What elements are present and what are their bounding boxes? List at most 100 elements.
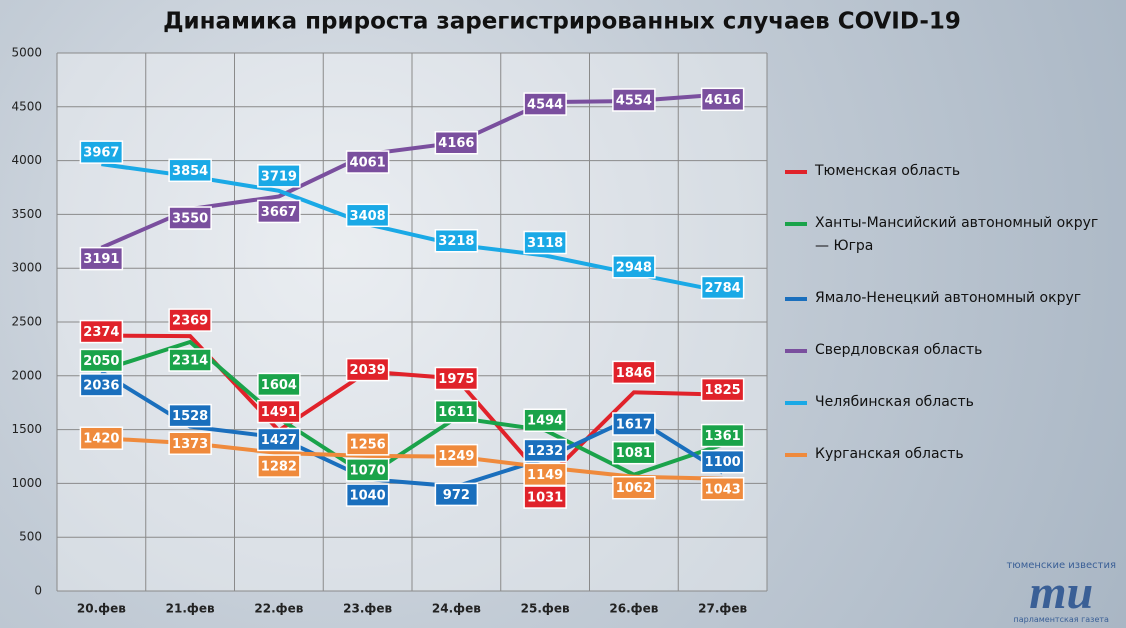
y-tick-label: 2500	[11, 315, 42, 329]
data-label: 3191	[79, 246, 124, 271]
data-label: 2948	[612, 255, 656, 279]
data-label: 1249	[434, 443, 479, 468]
data-label-text: 3408	[350, 209, 386, 224]
label-box	[257, 427, 301, 452]
data-label: 1975	[434, 366, 479, 391]
data-label-text: 1031	[527, 491, 563, 506]
legend-label: Челябинская область	[815, 394, 974, 410]
data-label-text: 1232	[527, 444, 563, 459]
label-box	[168, 348, 212, 372]
data-label-text: 4554	[616, 93, 652, 108]
legend-swatch	[785, 349, 807, 353]
label-box	[700, 477, 745, 501]
data-label: 1611	[434, 399, 479, 424]
label-box	[345, 150, 390, 174]
y-tick-label: 4500	[11, 99, 42, 113]
data-label: 4061	[345, 150, 390, 174]
label-box	[345, 357, 390, 382]
data-label-text: 2039	[350, 363, 386, 378]
data-label-text: 2948	[616, 260, 652, 275]
chart-title: Динамика прироста зарегистрированных слу…	[163, 9, 961, 35]
label-box	[700, 423, 745, 448]
label-box	[700, 87, 745, 112]
data-label: 1031	[523, 485, 567, 509]
data-label: 1427	[257, 427, 301, 452]
data-label: 3550	[168, 206, 212, 230]
legend-label: Ямало-Ненецкий автономный округ	[815, 290, 1082, 306]
label-box	[79, 140, 124, 164]
data-label-text: 1604	[261, 378, 297, 393]
data-label: 1825	[700, 377, 745, 402]
legend-entry: Челябинская область	[785, 391, 1105, 414]
label-box	[612, 475, 656, 500]
data-label-text: 1494	[527, 414, 563, 429]
legend-entry: Курганская область	[785, 443, 1105, 466]
y-tick-label: 4000	[11, 153, 42, 167]
data-label: 1491	[257, 399, 301, 424]
data-label: 2374	[79, 319, 124, 344]
data-label: 4166	[434, 130, 479, 155]
data-label: 1256	[345, 432, 390, 456]
label-box	[79, 373, 124, 397]
y-tick-label: 1500	[11, 422, 42, 436]
data-label-text: 2784	[705, 281, 741, 296]
x-tick-label: 21.фев	[166, 602, 215, 616]
data-label-text: 4616	[705, 93, 741, 108]
data-label: 1040	[345, 483, 390, 507]
label-box	[612, 88, 656, 112]
data-label: 3118	[523, 230, 567, 255]
data-label: 1494	[523, 408, 567, 432]
data-label-text: 3118	[527, 236, 563, 251]
data-label: 1062	[612, 475, 656, 500]
data-label-text: 2050	[83, 354, 119, 369]
label-box	[523, 408, 567, 432]
label-box	[700, 377, 745, 402]
data-label-text: 2369	[172, 314, 208, 329]
data-label-text: 4544	[527, 98, 563, 113]
data-label-text: 1846	[616, 366, 652, 381]
data-label-text: 1062	[616, 481, 652, 496]
data-label: 1361	[700, 423, 745, 448]
label-box	[434, 399, 479, 424]
data-label-text: 4061	[350, 156, 386, 171]
data-label-text: 1427	[261, 433, 297, 448]
label-box	[168, 158, 212, 183]
label-box	[523, 92, 567, 116]
data-label: 1100	[700, 449, 745, 474]
logo-top: тюменские известия	[1006, 560, 1116, 571]
data-label-text: 3719	[261, 169, 297, 184]
label-box	[612, 412, 656, 436]
label-box	[345, 203, 390, 228]
data-label-text: 3191	[83, 252, 119, 267]
legend: Тюменская область Ханты-Мансийский автоно…	[785, 160, 1105, 466]
y-tick-label: 3000	[11, 261, 42, 275]
logo-mark: ти	[1029, 566, 1094, 619]
data-label-text: 972	[443, 488, 470, 503]
x-tick-label: 20.фев	[77, 602, 126, 616]
data-label-text: 1617	[616, 418, 652, 433]
label-box	[79, 348, 124, 373]
data-label: 3218	[434, 228, 479, 253]
x-tick-label: 23.фев	[343, 602, 392, 616]
label-box	[434, 228, 479, 253]
x-tick-label: 26.фев	[609, 602, 658, 616]
data-label: 1846	[612, 360, 656, 385]
label-box	[612, 360, 656, 385]
x-tick-label: 27.фев	[698, 602, 747, 616]
y-tick-label: 2000	[11, 368, 42, 382]
data-label-text: 3218	[438, 234, 474, 249]
data-label: 1149	[523, 462, 567, 487]
label-box	[79, 426, 124, 450]
label-box	[168, 431, 212, 456]
data-label: 1043	[700, 477, 745, 501]
label-box	[79, 319, 124, 344]
label-box	[79, 246, 124, 271]
x-tick-label: 25.фев	[521, 602, 570, 616]
data-label: 3719	[257, 164, 301, 188]
label-box	[523, 438, 567, 463]
data-label-text: 1043	[705, 482, 741, 497]
logo-bottom: парламентская газета	[1013, 615, 1109, 624]
data-label-text: 2036	[83, 378, 119, 393]
